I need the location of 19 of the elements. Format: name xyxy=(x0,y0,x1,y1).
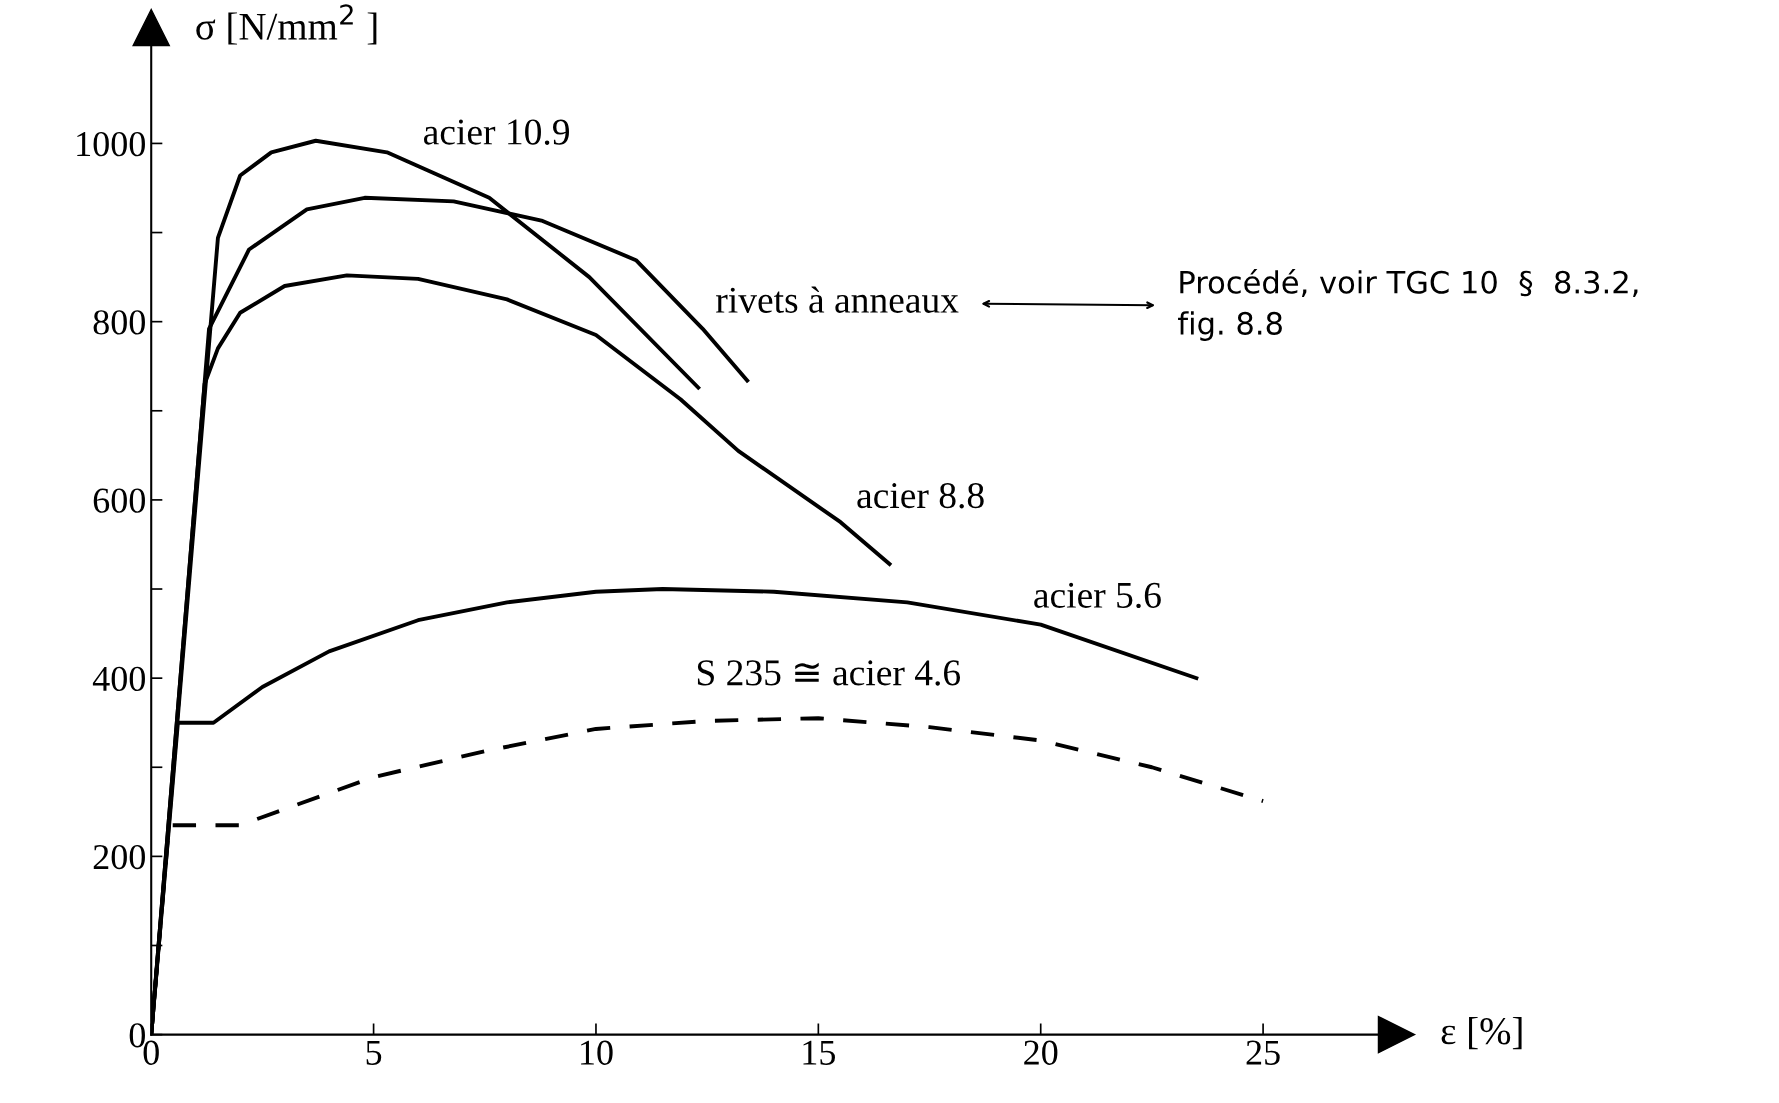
y-tick-label: 800 xyxy=(93,310,145,335)
annotation: acier 5.6 xyxy=(1034,582,1161,609)
y-tick-label: 200 xyxy=(93,844,145,870)
x-tick-label: 15 xyxy=(803,1040,835,1065)
y-tick-label: 0 xyxy=(129,1023,145,1048)
x-tick-label: 20 xyxy=(1024,1040,1058,1065)
x-axis-title: ε [%] xyxy=(1441,1016,1522,1050)
x-tick-label: 10 xyxy=(581,1040,613,1065)
annotation: Procédé, voir TGC 10 § 8.3.2, fig. 8.8 xyxy=(1178,268,1638,341)
y-tick-label: 1000 xyxy=(77,131,145,157)
y-axis-title: σ [N/mm$^{2}$ ] xyxy=(196,4,377,45)
x-tick-label: 5 xyxy=(366,1040,382,1065)
annotation: acier 8.8 xyxy=(857,482,984,509)
annotation: S 235 ≅ acier 4.6 xyxy=(697,660,961,686)
annotation: rivets à anneaux xyxy=(716,286,959,313)
annotation: acier 10.9 xyxy=(424,119,569,145)
y-tick-label: 600 xyxy=(93,488,145,513)
y-tick-label: 400 xyxy=(92,666,145,692)
x-tick-label: 25 xyxy=(1246,1040,1280,1065)
